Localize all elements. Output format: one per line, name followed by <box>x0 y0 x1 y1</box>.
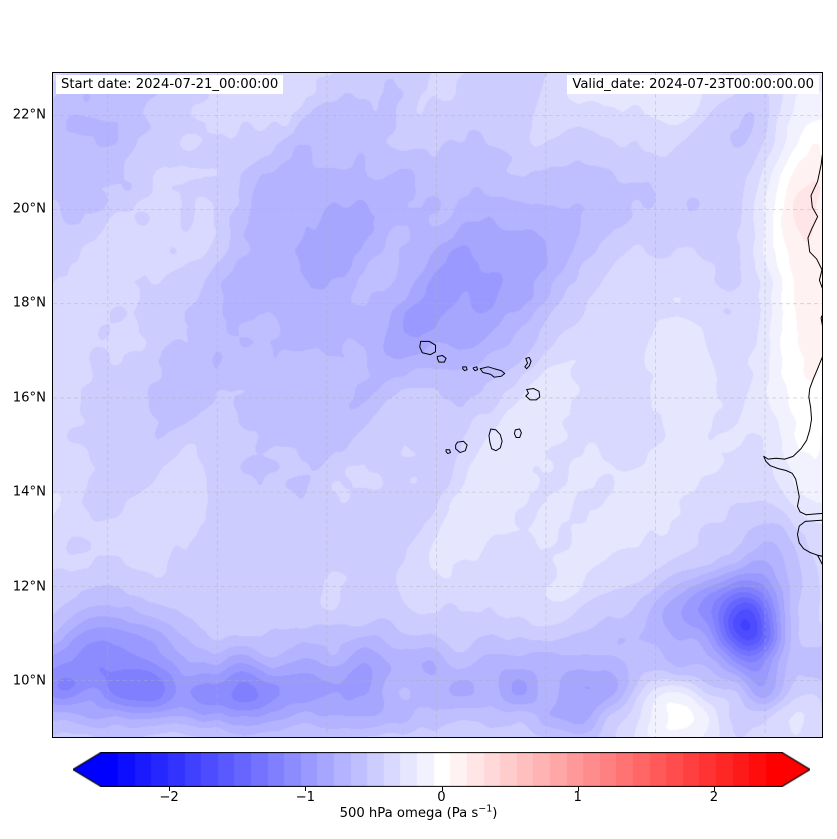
y-tick-label-0: 22°N <box>12 107 46 122</box>
omega-field-heatmap <box>53 73 822 737</box>
colorbar-tick-mark-4 <box>713 787 715 791</box>
y-tick-label-4: 14°N <box>12 484 46 500</box>
colorbar-label-exponent: −1 <box>478 803 493 815</box>
y-tick-label-2: 18°N <box>12 295 46 311</box>
colorbar-gradient <box>73 752 810 787</box>
map-plot-area <box>53 73 822 737</box>
colorbar-tick-2: 0 <box>437 790 446 805</box>
y-tick-label-1: 20°N <box>12 201 46 217</box>
colorbar-tick-3: 1 <box>573 790 582 805</box>
colorbar <box>73 752 810 787</box>
colorbar-tick-mark-2 <box>441 787 443 791</box>
colorbar-tick-4: 2 <box>709 790 719 805</box>
colorbar-axis-label: 500 hPa omega (Pa s−1) <box>0 803 837 821</box>
colorbar-tick-1: −1 <box>295 790 316 805</box>
valid-date-title: Valid_date: 2024-07-23T00:00:00.00 <box>567 75 819 95</box>
y-tick-label-5: 12°N <box>12 579 46 595</box>
colorbar-label-tail: ) <box>492 806 498 821</box>
colorbar-tick-mark-3 <box>577 787 579 791</box>
start-date-title: Start date: 2024-07-21_00:00:00 <box>56 75 284 95</box>
colorbar-tick-mark-1 <box>305 787 307 791</box>
colorbar-label-text: 500 hPa omega (Pa s <box>339 806 479 821</box>
colorbar-tick-0: −2 <box>159 790 179 805</box>
colorbar-tick-mark-0 <box>169 787 171 791</box>
y-tick-label-3: 16°N <box>12 390 46 406</box>
map-axes: Start date: 2024-07-21_00:00:00 Valid_da… <box>52 72 823 738</box>
y-tick-label-6: 10°N <box>12 673 46 689</box>
